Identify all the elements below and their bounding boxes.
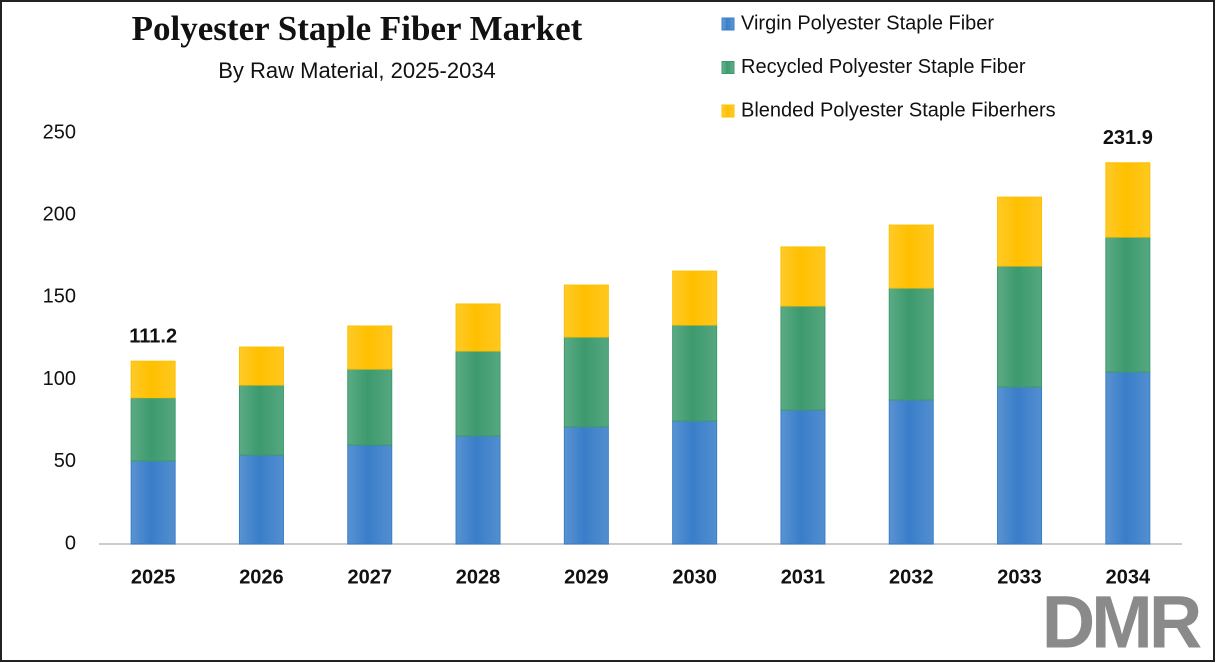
x-tick-label: 2030: [672, 566, 717, 588]
bar-segment: [997, 196, 1043, 267]
bar-segment: [888, 287, 934, 401]
bar-segment: [130, 360, 176, 399]
legend-marker: [721, 17, 735, 31]
bar-segment: [238, 346, 284, 386]
x-tick-label: 2027: [348, 566, 393, 588]
total-label: 111.2: [129, 325, 177, 347]
x-tick-label: 2034: [1106, 566, 1151, 588]
x-tick-label: 2025: [131, 566, 176, 588]
bar-segment: [780, 305, 826, 411]
bar-segment: [672, 270, 718, 326]
bar-segment: [997, 265, 1043, 388]
bar-segment: [672, 420, 718, 545]
bar-segment: [130, 397, 176, 462]
y-tick-label: 150: [43, 286, 76, 308]
bar-segment: [1105, 371, 1151, 545]
bar-segment: [455, 303, 501, 352]
bar-segment: [1105, 162, 1151, 238]
bar-segment: [672, 324, 718, 422]
logo: DMR: [1042, 581, 1205, 663]
bar-segment: [238, 384, 284, 456]
x-tick-label: 2029: [564, 566, 609, 588]
bar-segment: [455, 350, 501, 437]
logo-text: DMR: [1042, 581, 1201, 663]
bar-segment: [780, 409, 826, 545]
legend-marker: [721, 61, 735, 74]
chart-title: Polyester Staple Fiber Market: [132, 9, 583, 48]
y-tick-label: 250: [43, 121, 76, 143]
bar-segment: [347, 368, 393, 446]
x-tick-label: 2026: [239, 566, 284, 588]
y-tick-label: 0: [65, 532, 76, 554]
y-tick-label: 100: [43, 368, 76, 390]
legend-label: Recycled Polyester Staple Fiber: [741, 56, 1026, 78]
legend-label: Virgin Polyester Staple Fiber: [741, 12, 994, 34]
legend-marker: [721, 104, 735, 118]
total-label: 231.9: [1103, 127, 1153, 149]
bar-segment: [347, 325, 393, 370]
bar-segment: [997, 386, 1043, 545]
x-tick-label: 2033: [997, 566, 1042, 588]
bar-segment: [888, 399, 934, 545]
x-tick-label: 2031: [781, 566, 826, 588]
bar-segment: [347, 444, 393, 545]
bar-segment: [563, 284, 609, 338]
chart-subtitle: By Raw Material, 2025-2034: [218, 58, 496, 83]
bar-segment: [780, 246, 826, 307]
y-tick-label: 50: [54, 450, 76, 472]
bar-segment: [563, 336, 609, 428]
x-tick-label: 2032: [889, 566, 934, 588]
bar-segment: [1105, 236, 1151, 373]
y-tick-label: 200: [43, 203, 76, 225]
bar-segment: [455, 435, 501, 545]
x-tick-label: 2028: [456, 566, 501, 588]
bar-segment: [130, 460, 176, 545]
bar-segment: [563, 426, 609, 545]
bar-segment: [888, 224, 934, 289]
bar-segment: [238, 454, 284, 545]
legend-label: Blended Polyester Staple Fiberhers: [741, 99, 1056, 121]
